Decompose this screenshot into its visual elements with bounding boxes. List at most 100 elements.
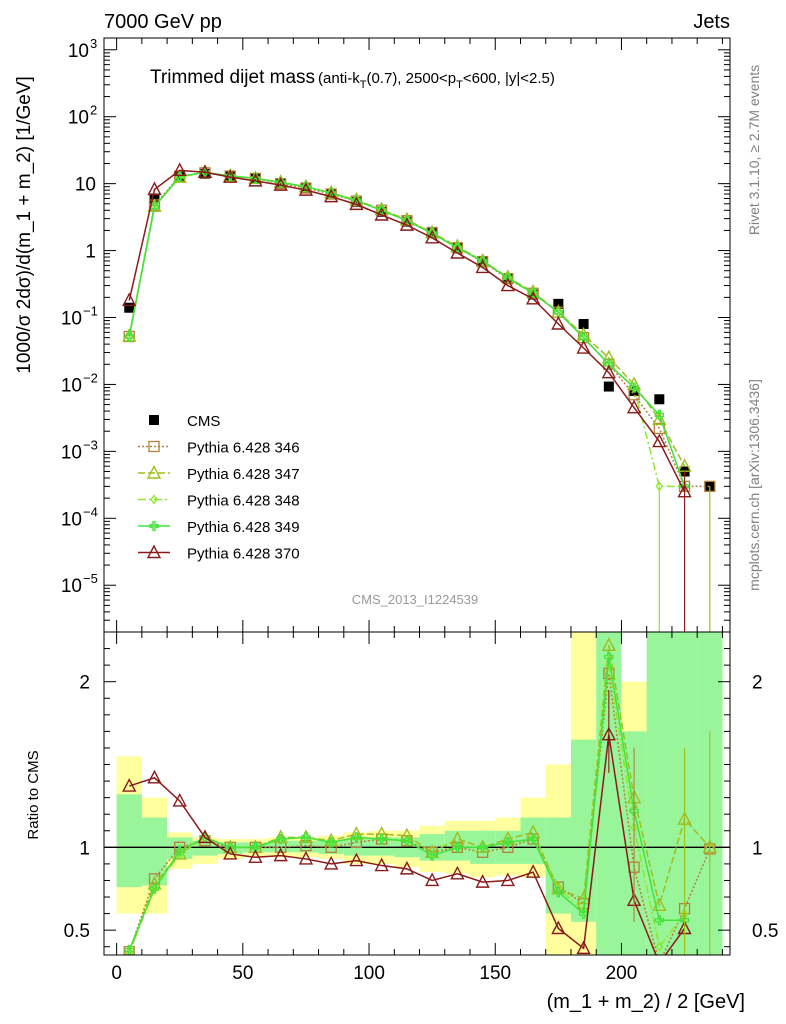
- data-point-p370: [652, 433, 667, 448]
- x-axis-label: (m_1 + m_2) / 2 [GeV]: [547, 991, 745, 1013]
- legend-marker-p370: [146, 544, 162, 559]
- data-point-cms: [351, 197, 362, 208]
- ratio-point-p349: [377, 833, 387, 845]
- data-point-cms: [578, 318, 589, 329]
- data-point-p370: [172, 162, 187, 177]
- data-point-p349: [175, 171, 185, 182]
- ratio-point-p370: [298, 850, 314, 865]
- chart-header: 7000 GeV pp Jets Rivet 3.1.10, ≥ 2.7M ev…: [104, 11, 762, 591]
- analysis-id-label: CMS_2013_I1224539: [352, 592, 479, 607]
- data-point-p370: [248, 172, 263, 187]
- y-tick-label-main: 10: [61, 442, 82, 463]
- data-point-p349: [578, 332, 589, 343]
- legend-marker-p346: [148, 440, 160, 453]
- title-sub-4: T: [456, 79, 463, 91]
- title-sub-5: <600, |y|<2.5): [463, 70, 555, 87]
- ratio-point-p370: [349, 852, 364, 867]
- data-point-cms: [376, 206, 387, 217]
- y-tick-exponent: 3: [90, 36, 97, 51]
- mcplots-label: mcplots.cern.ch [arXiv:1306.3436]: [746, 379, 762, 591]
- process-label: Jets: [693, 11, 730, 33]
- legend-marker-cms: [149, 415, 159, 425]
- ratio-point-p349: [326, 837, 336, 848]
- ratio-point-p349: [452, 842, 463, 853]
- y-tick-label-ratio-left: 0.5: [64, 921, 90, 942]
- y-tick-label-ratio-left: 2: [79, 673, 90, 694]
- ratio-point-p370: [653, 957, 665, 969]
- ratio-point-p370: [399, 860, 415, 875]
- data-point-p370: [122, 292, 137, 307]
- ratio-point-p370: [475, 874, 490, 888]
- data-point-p370: [525, 290, 541, 305]
- data-point-cms: [528, 289, 539, 300]
- y-tick-label-main: 10: [68, 108, 89, 129]
- y-tick-exponent: −4: [83, 504, 98, 519]
- ratio-point-p349: [629, 805, 639, 817]
- y-tick-label-main: 10: [68, 41, 89, 62]
- uncertainty-band-green: [444, 830, 471, 861]
- y-tick-label-main: 10: [75, 175, 96, 196]
- ratio-point-p348: [605, 660, 613, 671]
- y-tick-label-ratio-right: 1: [752, 838, 763, 859]
- y-tick-label-main: 1: [85, 242, 96, 263]
- ratio-point-p370: [525, 864, 541, 878]
- ratio-point-p349: [402, 835, 412, 846]
- rivet-label: Rivet 3.1.10, ≥ 2.7M events: [746, 65, 762, 235]
- ratio-line-p349: [128, 656, 685, 951]
- x-tick-label: 200: [606, 963, 638, 984]
- uncertainty-band-green: [646, 632, 672, 955]
- ratio-point-p346: [654, 958, 664, 968]
- ratio-point-p370: [122, 778, 137, 792]
- data-point-p370: [626, 399, 642, 414]
- title-sub-2: T: [360, 79, 367, 91]
- ratio-point-p370: [172, 792, 187, 807]
- uncertainty-band-green: [293, 840, 319, 853]
- data-point-p349: [503, 272, 513, 284]
- y-tick-label-main: 10: [61, 509, 82, 530]
- title-sub-1: (anti-k: [318, 70, 360, 87]
- ratio-point-p347: [500, 831, 516, 845]
- ratio-point-p347: [349, 826, 364, 840]
- legend-label-p346: Pythia 6.428 346: [187, 440, 300, 457]
- y-tick-exponent: −2: [83, 370, 98, 385]
- legend-label-p370: Pythia 6.428 370: [187, 546, 300, 563]
- ratio-point-p370: [450, 865, 465, 880]
- uncertainty-band-green: [192, 840, 218, 856]
- uncertainty-band-green: [545, 817, 571, 914]
- ratio-frame: [103, 631, 731, 956]
- ratio-point-p349: [351, 832, 362, 843]
- data-point-p370: [576, 340, 591, 354]
- data-point-cms: [553, 298, 564, 309]
- data-point-cms: [275, 178, 286, 189]
- data-point-p370: [223, 169, 238, 183]
- data-point-cms: [603, 381, 614, 392]
- legend-marker-p348: [150, 494, 158, 505]
- data-point-p370: [324, 188, 339, 203]
- data-point-p349: [351, 195, 362, 206]
- ratio-point-p349: [604, 651, 614, 662]
- legend: CMS Pythia 6.428 346 Pythia 6.428 347 Pythi…: [138, 413, 300, 563]
- data-point-p349: [326, 188, 336, 199]
- data-point-p349: [250, 173, 261, 184]
- data-point-p347: [677, 458, 692, 472]
- ratio-point-p349: [175, 845, 185, 856]
- ratio-point-p349: [250, 842, 261, 853]
- ratio-panel: 0.5 0.5 1 1 2 2 0 50 100 150 200: [64, 631, 778, 984]
- y-tick-exponent: −1: [83, 304, 98, 319]
- y-tick-label-main: 10: [61, 309, 82, 330]
- data-point-p370: [147, 181, 162, 196]
- data-point-p349: [276, 177, 286, 188]
- x-tick-label: 0: [111, 963, 122, 984]
- data-point-p349: [402, 215, 412, 226]
- legend-marker-p347: [146, 464, 162, 479]
- main-frame: [103, 37, 731, 633]
- data-point-p370: [450, 244, 465, 259]
- ratio-line-p370: [129, 734, 686, 955]
- y-tick-exponent: −5: [83, 571, 98, 586]
- legend-label-cms: CMS: [187, 413, 220, 430]
- data-point-p370: [349, 196, 364, 211]
- data-point-p349: [149, 201, 160, 213]
- data-point-p349: [604, 359, 614, 370]
